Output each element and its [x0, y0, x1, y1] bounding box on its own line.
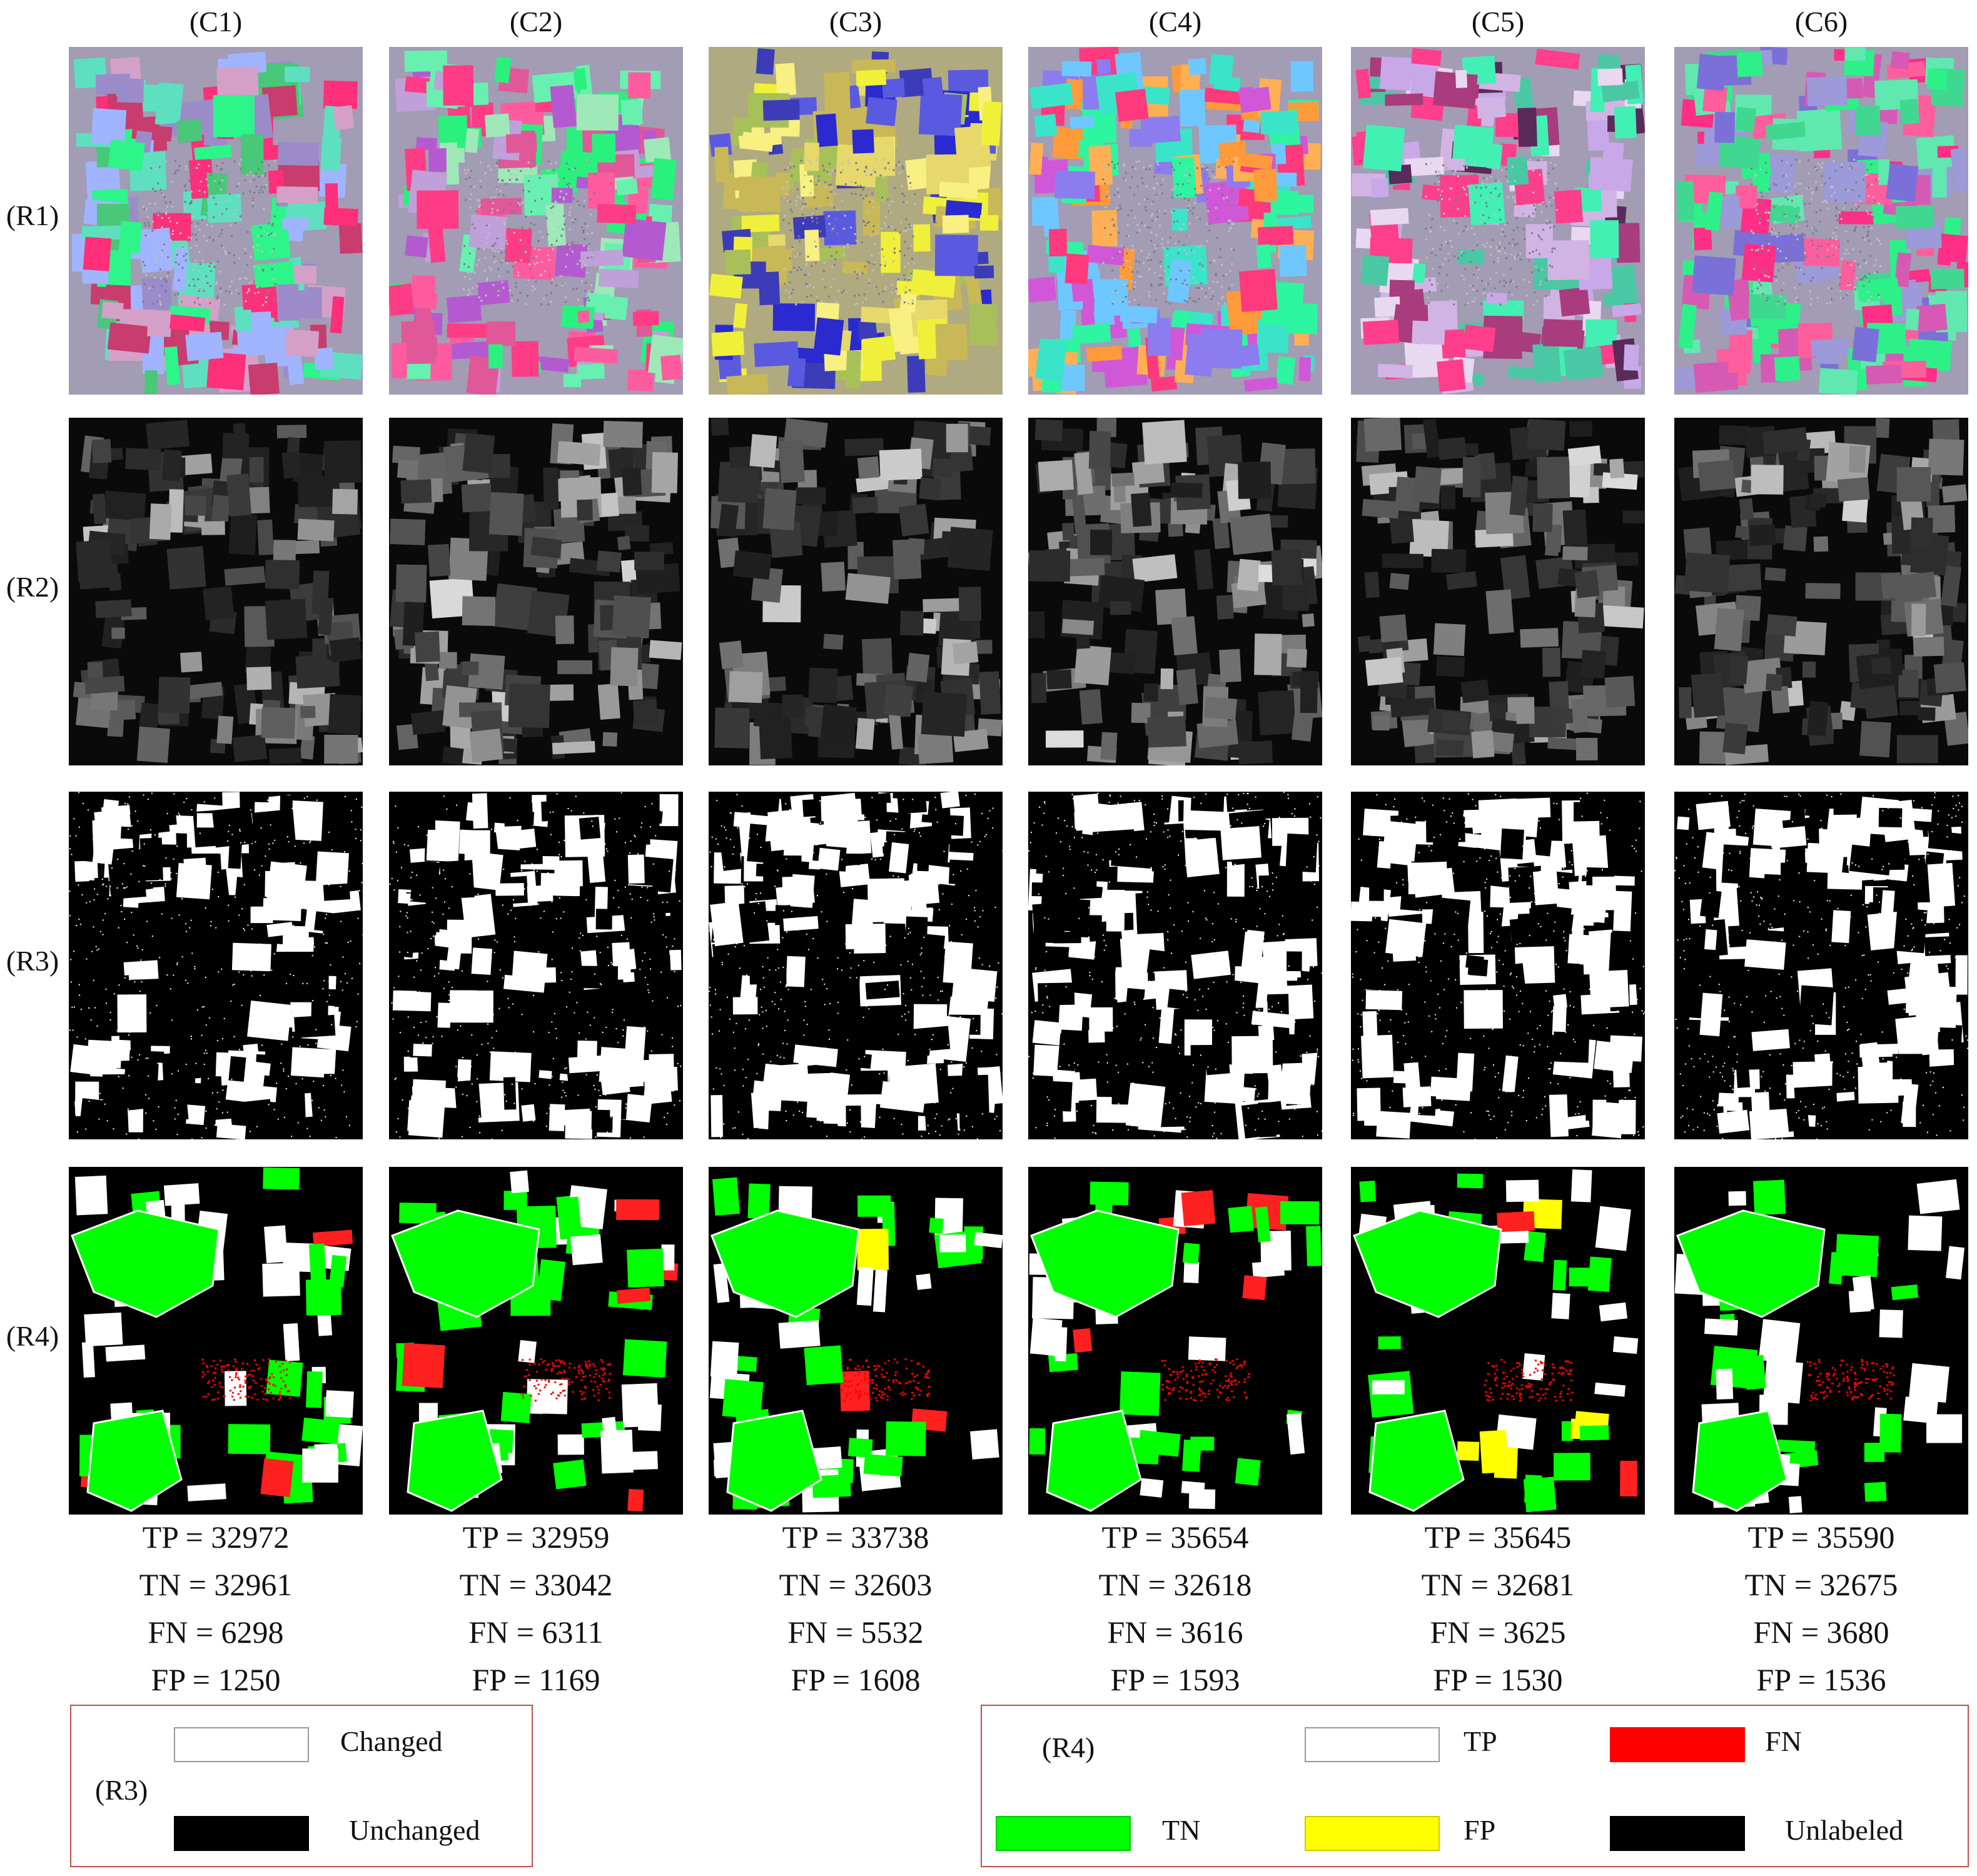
tp-value: TP = 35645 [1424, 1520, 1572, 1555]
tn-value: TN = 32603 [779, 1567, 933, 1602]
panel-r4-c3 [709, 1167, 1003, 1515]
fp-label: FP [1464, 1814, 1496, 1846]
stats-c4: TP = 35654 TN = 32618 FN = 3616 FP = 159… [1028, 1513, 1322, 1703]
panel-r1-c5 [1351, 47, 1645, 395]
fn-value: FN = 6298 [148, 1615, 284, 1650]
panel-r3-c6 [1674, 792, 1968, 1139]
legend-r4-title: (R4) [1042, 1732, 1095, 1763]
stats-c2: TP = 32959 TN = 33042 FN = 6311 FP = 116… [389, 1513, 683, 1703]
row-header-r2: (R2) [6, 571, 59, 603]
panel-r4-c1 [69, 1167, 363, 1515]
row-header-r3: (R3) [6, 945, 59, 977]
panel-r4-c2 [389, 1167, 683, 1515]
column-header-c6: (C6) [1794, 6, 1848, 38]
changed-swatch [174, 1727, 309, 1762]
tp-swatch [1305, 1727, 1440, 1762]
panel-r4-c5 [1351, 1167, 1645, 1515]
fn-value: FN = 3616 [1107, 1615, 1243, 1650]
tn-value: TN = 32618 [1098, 1567, 1252, 1602]
column-header-c1: (C1) [189, 6, 243, 38]
legend-r4: (R4) TP FN TN FP Unlabeled [981, 1705, 1969, 1867]
column-header-c3: (C3) [829, 6, 882, 38]
fn-swatch [1610, 1727, 1745, 1762]
tp-value: TP = 32959 [462, 1520, 610, 1555]
fp-value: FP = 1250 [151, 1662, 281, 1697]
fp-value: FP = 1608 [791, 1662, 921, 1697]
legend-r3-title: (R3) [95, 1774, 148, 1806]
unchanged-swatch [174, 1816, 309, 1851]
tp-label: TP [1464, 1725, 1497, 1757]
tn-swatch [996, 1816, 1131, 1851]
panel-r2-c2 [389, 418, 683, 765]
fn-value: FN = 5532 [787, 1615, 924, 1650]
column-header-c2: (C2) [509, 6, 563, 38]
stats-c3: TP = 33738 TN = 32603 FN = 5532 FP = 160… [709, 1513, 1003, 1703]
fp-value: FP = 1530 [1433, 1662, 1563, 1697]
stats-c5: TP = 35645 TN = 32681 FN = 3625 FP = 153… [1351, 1513, 1645, 1703]
tp-value: TP = 35590 [1747, 1520, 1895, 1555]
row-header-r1: (R1) [6, 199, 59, 231]
panel-r2-c5 [1351, 418, 1645, 765]
panel-r1-c3 [709, 47, 1003, 395]
panel-r3-c5 [1351, 792, 1645, 1139]
fn-value: FN = 3680 [1753, 1615, 1889, 1650]
fn-value: FN = 3625 [1430, 1615, 1566, 1650]
panel-r2-c1 [69, 418, 363, 765]
column-header-c5: (C5) [1471, 6, 1525, 38]
fp-value: FP = 1536 [1756, 1662, 1886, 1697]
tp-value: TP = 35654 [1101, 1520, 1249, 1555]
column-header-c4: (C4) [1148, 6, 1202, 38]
panel-r1-c6 [1674, 47, 1968, 395]
stats-c1: TP = 32972 TN = 32961 FN = 6298 FP = 125… [69, 1513, 363, 1703]
panel-r1-c4 [1028, 47, 1322, 395]
tn-value: TN = 33042 [459, 1567, 613, 1602]
fp-swatch [1305, 1816, 1440, 1851]
tp-value: TP = 33738 [782, 1520, 929, 1555]
tn-label: TN [1162, 1814, 1201, 1846]
tp-value: TP = 32972 [142, 1520, 290, 1555]
fn-value: FN = 6311 [468, 1615, 604, 1650]
tn-value: TN = 32961 [139, 1567, 293, 1602]
panel-r4-c4 [1028, 1167, 1322, 1515]
panel-r3-c3 [709, 792, 1003, 1139]
unlabeled-label: Unlabeled [1785, 1814, 1904, 1846]
fp-value: FP = 1169 [472, 1662, 600, 1697]
legend-r3: (R3) Changed Unchanged [70, 1705, 533, 1867]
panel-r3-c4 [1028, 792, 1322, 1139]
fp-value: FP = 1593 [1110, 1662, 1240, 1697]
unlabeled-swatch [1610, 1816, 1745, 1851]
tn-value: TN = 32675 [1744, 1567, 1898, 1602]
panel-r3-c2 [389, 792, 683, 1139]
changed-label: Changed [340, 1725, 443, 1757]
unchanged-label: Unchanged [349, 1814, 480, 1846]
panel-r4-c6 [1674, 1167, 1968, 1515]
panel-r2-c3 [709, 418, 1003, 765]
panel-r2-c4 [1028, 418, 1322, 765]
stats-c6: TP = 35590 TN = 32675 FN = 3680 FP = 153… [1674, 1513, 1968, 1703]
fn-label: FN [1765, 1725, 1802, 1757]
panel-r3-c1 [69, 792, 363, 1139]
panel-r1-c1 [69, 47, 363, 395]
panel-r1-c2 [389, 47, 683, 395]
panel-r2-c6 [1674, 418, 1968, 765]
row-header-r4: (R4) [6, 1320, 59, 1352]
tn-value: TN = 32681 [1421, 1567, 1575, 1602]
